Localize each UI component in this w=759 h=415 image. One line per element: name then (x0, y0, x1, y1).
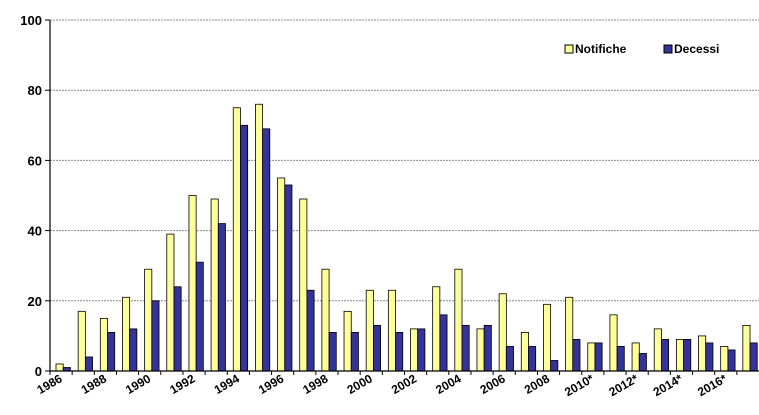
bar-decessi-2007 (528, 346, 537, 372)
x-tick-label: 2000 (345, 371, 375, 397)
y-tick-label: 60 (28, 153, 42, 168)
bar-notifiche-2009 (565, 296, 574, 372)
x-tick-label: 2010* (562, 371, 596, 399)
bar-decessi-2004 (461, 324, 470, 372)
x-tick-label: 1990 (123, 371, 153, 397)
bar-decessi-1997 (306, 289, 315, 372)
legend-swatch-notifiche (564, 44, 574, 54)
bar-notifiche-1994 (232, 107, 241, 372)
bar-notifiche-2005 (476, 328, 485, 372)
bar-decessi-2008 (550, 360, 559, 372)
bar-decessi-2015 (705, 342, 714, 372)
bar-decessi-2016 (727, 349, 736, 372)
bar-decessi-1994 (240, 124, 249, 372)
bar-notifiche-1999 (343, 310, 352, 372)
bar-notifiche-2010 (587, 342, 596, 372)
bar-decessi-1991 (173, 286, 182, 372)
bar-decessi-2003 (439, 314, 448, 372)
bar-decessi-2014 (683, 339, 692, 372)
bar-notifiche-2008 (543, 303, 552, 372)
axes (49, 20, 759, 375)
bar-decessi-1995 (262, 128, 271, 372)
x-tick-labels: 1986 1988 1990 1992 1994 1996 1998 2000 2002 2004… (34, 371, 729, 399)
bar-notifiche-2002 (410, 328, 419, 372)
bar-decessi-1992 (195, 261, 204, 372)
bar-notifiche-2006 (498, 293, 507, 372)
bar-decessi-2000 (372, 324, 381, 372)
bar-decessi-2005 (483, 324, 492, 372)
bar-decessi-1999 (350, 331, 359, 372)
bar-decessi-1988 (107, 331, 116, 372)
bar-decessi-2013 (661, 339, 670, 372)
bar-decessi-2002 (417, 328, 426, 372)
bar-decessi-2012 (638, 353, 647, 372)
bar-notifiche-2003 (432, 286, 441, 372)
x-tick-label: 2008 (522, 371, 552, 397)
y-tick-label: 20 (28, 294, 42, 309)
bar-notifiche-2016 (720, 346, 729, 372)
bar-notifiche-2012 (631, 342, 640, 372)
x-tick-label: 1994 (212, 371, 242, 397)
x-tick-label: 1988 (79, 371, 109, 397)
bar-notifiche-1997 (299, 198, 308, 372)
bar-decessi-2009 (572, 339, 581, 372)
bar-decessi-2010 (594, 342, 603, 372)
bar-decessi-1989 (129, 328, 138, 372)
bar-notifiche-1993 (210, 198, 219, 372)
bar-notifiche-1986 (55, 363, 64, 372)
legend-label-notifiche: Notifiche (575, 42, 627, 56)
bar-notifiche-1995 (255, 103, 264, 372)
legend-swatch-decessi (663, 44, 673, 54)
x-tick-label: 2002 (389, 371, 419, 397)
bar-decessi-2006 (505, 346, 514, 372)
legend-label-decessi: Decessi (674, 42, 719, 56)
bar-decessi-1993 (217, 223, 226, 372)
bar-notifiche-2011 (609, 314, 618, 372)
y-tick-label: 100 (20, 13, 42, 28)
x-tick-label: 2004 (433, 371, 463, 397)
bar-notifiche-2007 (520, 331, 529, 372)
bar-decessi-1996 (284, 184, 293, 372)
bar-notifiche-2004 (454, 268, 463, 372)
x-tick-label: 1996 (256, 371, 286, 397)
bar-notifiche-1989 (122, 296, 131, 372)
bar-notifiche-2000 (365, 289, 374, 372)
y-tick-label: 80 (28, 83, 42, 98)
x-tick-label: 1998 (300, 371, 330, 397)
y-tick-labels: 0 20 40 60 80 100 (20, 13, 42, 379)
bar-decessi-2001 (395, 331, 404, 372)
bar-notifiche-2014 (675, 339, 684, 372)
bar-decessi-1987 (84, 356, 93, 372)
bar-notifiche-1992 (188, 195, 197, 372)
bar-notifiche-2013 (653, 328, 662, 372)
bar-decessi-1998 (328, 331, 337, 372)
x-tick-label: 2014* (651, 371, 685, 399)
y-tick-label: 40 (28, 224, 42, 239)
bar-decessi-1990 (151, 300, 160, 372)
bars (55, 103, 758, 372)
x-tick-label: 2006 (478, 371, 508, 397)
bar-decessi-2011 (616, 346, 625, 372)
bar-notifiche-2001 (387, 289, 396, 372)
x-tick-label: 2016* (695, 371, 729, 399)
legend: Notifiche Decessi (564, 42, 719, 56)
x-tick-label: 1992 (167, 371, 197, 397)
x-tick-label: 2012* (606, 371, 640, 399)
bar-notifiche-1987 (77, 310, 86, 372)
bar-notifiche-2017 (742, 324, 751, 372)
bar-notifiche-1988 (99, 317, 108, 372)
bar-notifiche-2015 (698, 335, 707, 372)
bar-notifiche-1990 (144, 268, 153, 372)
bar-notifiche-1998 (321, 268, 330, 372)
y-tick-label: 0 (35, 364, 42, 379)
bar-notifiche-1991 (166, 233, 175, 372)
bar-notifiche-1996 (277, 177, 286, 372)
bar-decessi-2017 (749, 342, 758, 372)
